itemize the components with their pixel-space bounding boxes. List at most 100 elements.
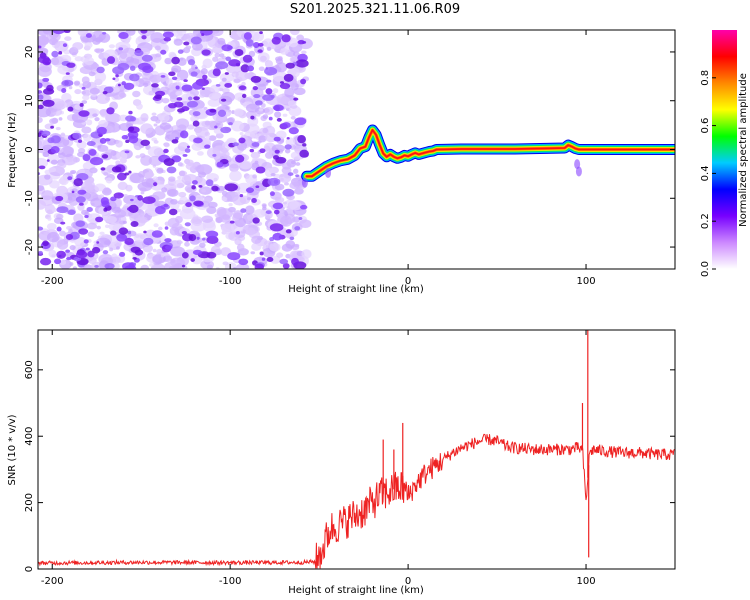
noise-blob xyxy=(140,30,148,34)
noise-blob xyxy=(79,102,84,107)
noise-blob xyxy=(99,137,107,144)
noise-blob xyxy=(264,60,273,68)
noise-blob xyxy=(298,217,303,221)
noise-blob xyxy=(215,61,229,70)
noise-blob xyxy=(154,45,161,51)
noise-blob xyxy=(47,137,55,144)
noise-blob xyxy=(87,256,97,264)
noise-blob xyxy=(212,56,219,62)
noise-blob xyxy=(41,130,51,137)
noise-blob xyxy=(96,126,107,135)
noise-blob xyxy=(148,90,154,96)
noise-blob xyxy=(56,206,69,214)
noise-blob xyxy=(236,263,250,269)
noise-blob xyxy=(121,134,129,140)
noise-blob xyxy=(92,246,101,254)
noise-blob xyxy=(61,79,74,87)
noise-blob xyxy=(119,51,128,59)
noise-blob xyxy=(206,235,219,244)
noise-blob xyxy=(257,49,263,53)
noise-blob xyxy=(186,124,195,130)
noise-blob xyxy=(184,222,191,227)
noise-blob xyxy=(200,68,208,75)
noise-blob xyxy=(154,94,163,100)
noise-blob xyxy=(290,115,296,120)
noise-blob xyxy=(177,49,184,54)
noise-blob xyxy=(171,65,182,73)
noise-blob xyxy=(105,149,115,156)
noise-blob xyxy=(163,37,172,42)
noise-blob xyxy=(130,246,141,253)
noise-blob xyxy=(52,30,65,35)
noise-blob xyxy=(252,174,257,179)
noise-blob xyxy=(140,264,150,269)
noise-blob xyxy=(228,202,233,207)
noise-blob xyxy=(301,50,307,55)
noise-blob xyxy=(107,141,114,145)
noise-blob xyxy=(124,150,130,154)
noise-blob xyxy=(105,112,121,124)
noise-blob xyxy=(39,257,52,266)
noise-blob xyxy=(65,72,70,75)
noise-blob xyxy=(176,182,185,189)
noise-blob xyxy=(112,77,116,81)
noise-blob xyxy=(115,140,123,148)
noise-blob xyxy=(240,208,247,213)
noise-blob xyxy=(38,94,44,100)
spectrogram-ridge-layer-5 xyxy=(305,129,675,178)
noise-blob xyxy=(66,257,72,261)
noise-blob xyxy=(132,256,137,260)
noise-blob xyxy=(118,227,129,235)
chart-title: S201.2025.321.11.06.R09 xyxy=(289,2,461,17)
noise-blob xyxy=(87,250,95,258)
noise-blob xyxy=(104,263,115,269)
noise-blob xyxy=(215,132,224,139)
noise-blob xyxy=(227,252,241,261)
noise-blob xyxy=(293,180,305,189)
noise-blob xyxy=(284,148,291,154)
noise-blob xyxy=(258,135,267,143)
noise-blob xyxy=(111,166,122,173)
noise-blob xyxy=(132,90,141,98)
spectrogram-x-axis-label: Height of straight line (km) xyxy=(288,284,424,295)
snr-xtick-label: -100 xyxy=(219,576,242,587)
noise-blob xyxy=(105,177,113,184)
noise-blob xyxy=(58,51,63,55)
noise-blob xyxy=(271,36,281,45)
noise-blob xyxy=(287,100,297,107)
noise-blob xyxy=(214,243,221,247)
noise-blob xyxy=(293,168,299,174)
noise-blob xyxy=(66,225,73,230)
noise-blob xyxy=(100,109,109,118)
noise-blob xyxy=(123,193,128,198)
noise-blob xyxy=(272,232,283,241)
noise-blob xyxy=(294,226,301,231)
noise-blob xyxy=(231,71,239,78)
snr-xtick-label: -200 xyxy=(41,576,64,587)
noise-blob xyxy=(192,249,203,256)
noise-blob xyxy=(38,104,44,110)
noise-blob xyxy=(72,266,78,269)
noise-blob xyxy=(143,237,154,246)
noise-blob xyxy=(249,148,255,153)
noise-blob xyxy=(259,251,264,256)
noise-blob xyxy=(288,127,299,135)
spectrogram-xtick-label: -100 xyxy=(219,276,242,287)
noise-blob xyxy=(69,244,76,251)
noise-blob xyxy=(94,117,100,122)
noise-blob xyxy=(102,31,107,35)
noise-blob xyxy=(65,249,71,253)
noise-blob xyxy=(74,236,87,247)
noise-blob xyxy=(69,170,77,175)
noise-blob xyxy=(62,146,74,155)
noise-blob xyxy=(265,210,272,215)
noise-blob xyxy=(84,179,93,186)
ridge-sidelobe xyxy=(325,167,332,178)
noise-blob xyxy=(204,120,211,126)
noise-blob xyxy=(185,202,192,208)
noise-blob xyxy=(274,196,285,203)
noise-blob xyxy=(185,162,196,170)
noise-blob xyxy=(126,207,133,211)
noise-blob xyxy=(297,135,306,144)
